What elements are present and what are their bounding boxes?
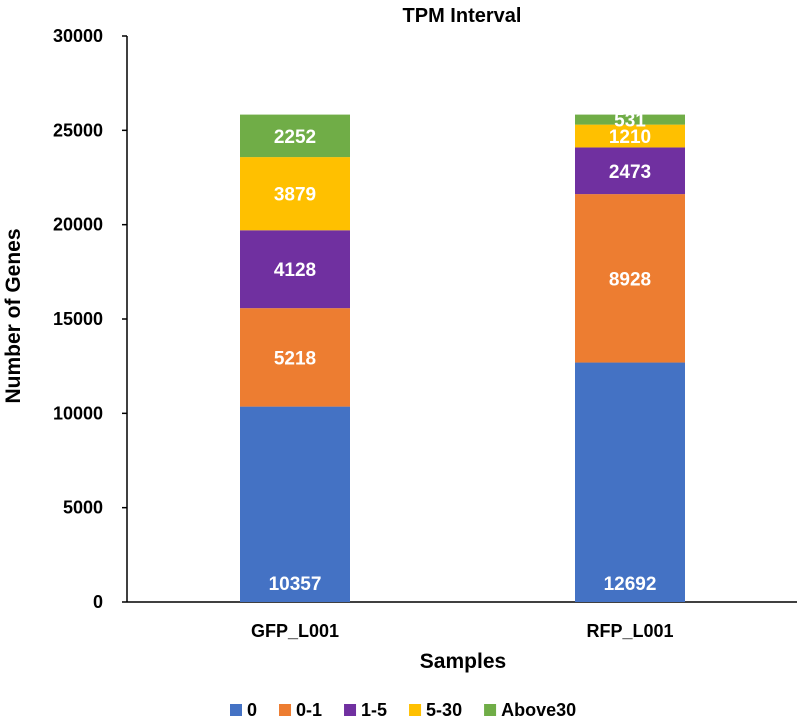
y-axis-label: Number of Genes [2,228,25,403]
y-tick-label: 20000 [53,215,103,235]
legend-swatch [409,704,422,716]
y-tick-label: 15000 [53,309,103,329]
bar-segment [575,124,685,148]
bar-segment [240,308,350,407]
y-tick-label: 30000 [53,26,103,46]
legend-entry-label: 1-5 [361,700,387,720]
x-tick-label: RFP_L001 [586,621,673,641]
bar-segment [575,147,685,195]
data-label: 2473 [609,162,651,183]
bars-group: 10357 5218 4128 3879 2252 12692 8928 2473 121053… [240,111,685,602]
data-label: 531 [614,111,646,132]
data-label: 3879 [274,185,316,206]
data-label: 2252 [274,127,316,148]
data-label: 8928 [609,269,651,290]
bar-segment [240,230,350,309]
data-label: 12692 [604,574,657,595]
y-tick-label: 5000 [63,498,103,518]
legend-entry-label: Above30 [501,700,576,720]
y-tick-label: 25000 [53,120,103,140]
legend-swatch [344,704,357,716]
bar-segment [575,194,685,363]
y-tick-label: 0 [93,592,103,612]
legend-swatch [230,704,242,716]
x-axis-label: Samples [420,650,506,673]
legend-entry-label: 0 [247,700,257,720]
data-label: 10357 [269,574,322,595]
bar-segment [575,114,685,125]
x-tick-label: GFP_L001 [251,621,339,641]
y-axis-ticks: 0 5000 10000 15000 20000 25000 30000 [53,26,127,612]
data-label: 4128 [274,260,316,281]
y-tick-label: 10000 [53,403,103,423]
legend-entry-label: 0-1 [296,700,322,720]
bar-segment [240,406,350,602]
chart-title: TPM Interval [403,5,522,27]
bar-segment [240,157,350,231]
legend-entry-label: 5-30 [426,700,462,720]
bar-segment [575,362,685,602]
legend: 0 0-1 1-5 5-30 Above30 [230,700,576,720]
x-axis-ticks: GFP_L001 RFP_L001 [251,621,674,641]
data-label: 5218 [274,348,316,369]
bar-segment [240,114,350,158]
data-label: 1210 [609,127,651,148]
legend-swatch [279,704,292,716]
legend-swatch [484,704,497,716]
